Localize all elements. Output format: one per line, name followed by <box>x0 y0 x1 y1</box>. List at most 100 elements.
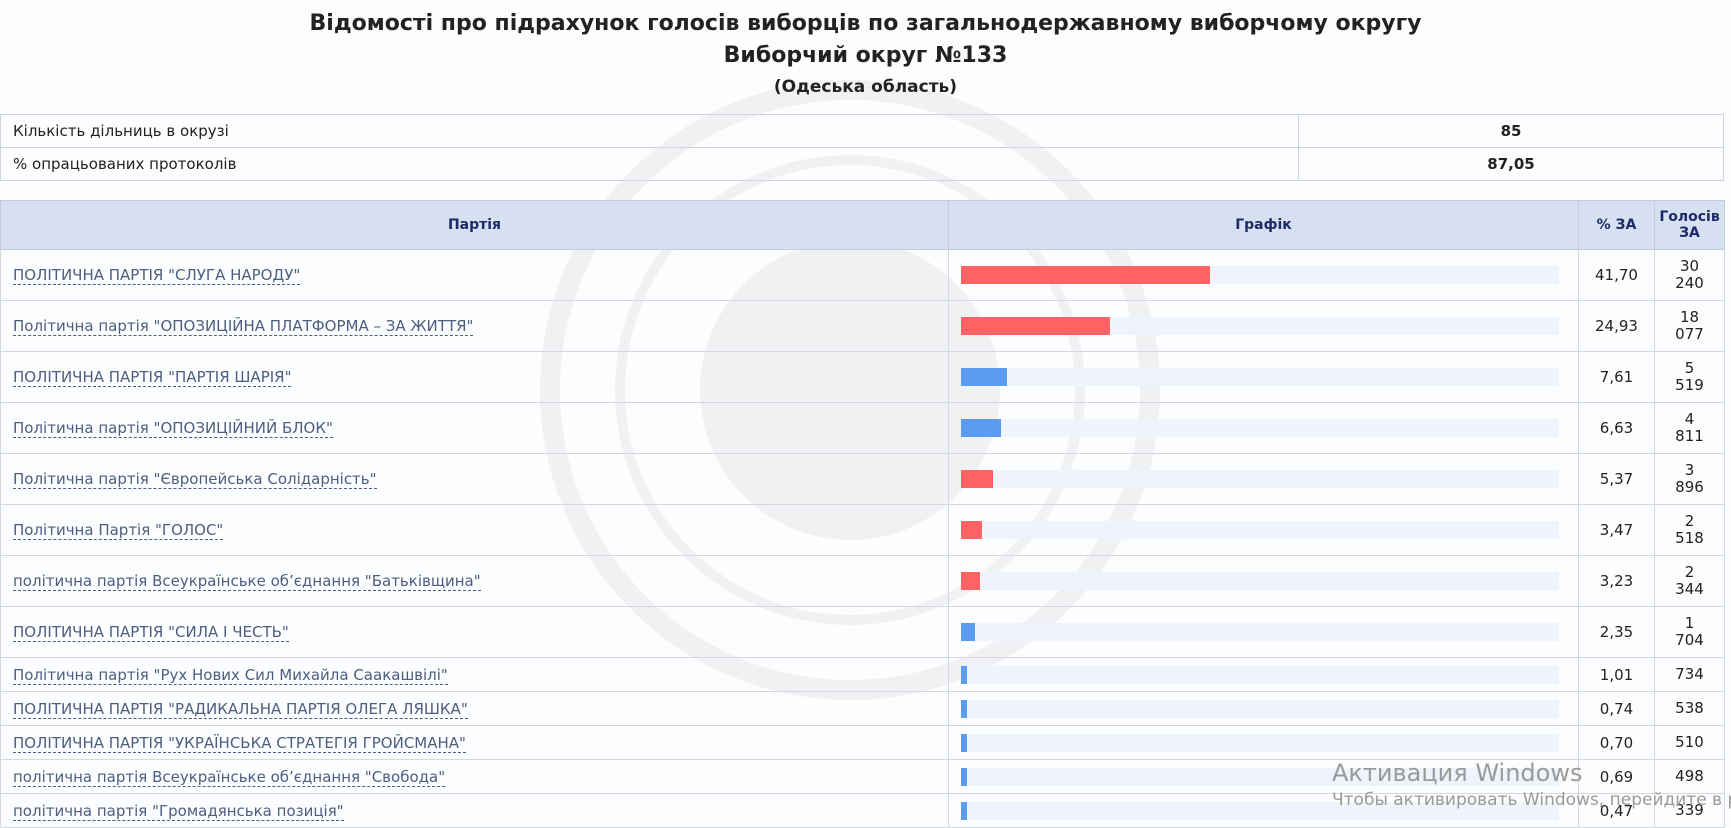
votes-cell: 3 896 <box>1654 453 1725 505</box>
table-row: Політична партія "Рух Нових Сил Михайла … <box>0 657 1725 692</box>
party-link[interactable]: політична партія Всеукраїнське об’єднанн… <box>13 767 446 787</box>
votes-part: 3 <box>1684 461 1695 479</box>
party-cell: Політична партія "ОПОЗИЦІЙНА ПЛАТФОРМА –… <box>0 300 949 352</box>
votes-cell: 5 519 <box>1654 351 1725 403</box>
party-cell: Політична партія "Рух Нових Сил Михайла … <box>0 657 949 692</box>
bar-track <box>961 733 1559 752</box>
votes-cell: 1 704 <box>1654 606 1725 658</box>
votes-part: 518 <box>1675 529 1704 547</box>
percent-cell: 0,74 <box>1578 691 1655 726</box>
bar-track <box>961 266 1559 284</box>
chart-cell <box>948 300 1579 352</box>
bar-track <box>961 470 1559 488</box>
info-label: % опрацьованих протоколів <box>0 147 1299 181</box>
region-subtitle: (Одеська область) <box>773 77 958 97</box>
votes-part: 1 <box>1684 614 1695 632</box>
percent-cell: 0,70 <box>1578 725 1655 760</box>
chart-cell <box>948 249 1579 301</box>
district-info-table: Кількість дільниць в окрузі 85 % опрацьо… <box>0 114 1724 181</box>
header-party: Партія <box>0 200 949 250</box>
bar-fill <box>961 665 968 684</box>
votes-part: 339 <box>1675 801 1704 819</box>
percent-cell: 5,37 <box>1578 453 1655 505</box>
votes-cell: 30 240 <box>1654 249 1725 301</box>
table-row: ПОЛІТИЧНА ПАРТІЯ "СИЛА І ЧЕСТЬ" 2,35 1 704 <box>0 606 1725 658</box>
percent-cell: 7,61 <box>1578 351 1655 403</box>
results-table: Партія Графік % ЗА Голосів ЗА ПОЛІТИЧНА П… <box>0 200 1725 828</box>
table-row: політична партія Всеукраїнське об’єднанн… <box>0 759 1725 794</box>
party-cell: Політична партія "ОПОЗИЦІЙНИЙ БЛОК" <box>0 402 949 454</box>
percent-cell: 41,70 <box>1578 249 1655 301</box>
bar-fill <box>961 699 967 718</box>
results-header-row: Партія Графік % ЗА Голосів ЗА <box>0 200 1725 250</box>
votes-part: 510 <box>1675 733 1704 751</box>
bar-track <box>961 699 1559 718</box>
votes-part: 538 <box>1675 699 1704 717</box>
votes-cell: 498 <box>1654 759 1725 794</box>
bar-track <box>961 317 1559 335</box>
party-link[interactable]: Політична партія "Рух Нових Сил Михайла … <box>13 665 448 685</box>
party-link[interactable]: Політична партія "Європейська Солідарніс… <box>13 470 377 489</box>
table-row: ПОЛІТИЧНА ПАРТІЯ "СЛУГА НАРОДУ" 41,70 30 24… <box>0 249 1725 301</box>
bar-fill <box>961 317 1111 335</box>
bar-fill <box>961 733 967 752</box>
info-row-protocols: % опрацьованих протоколів 87,05 <box>0 147 1724 181</box>
chart-cell <box>948 606 1579 658</box>
chart-cell <box>948 504 1579 556</box>
party-cell: ПОЛІТИЧНА ПАРТІЯ "РАДИКАЛЬНА ПАРТІЯ ОЛЕГ… <box>0 691 949 726</box>
votes-cell: 510 <box>1654 725 1725 760</box>
info-value: 85 <box>1298 114 1724 148</box>
info-label: Кількість дільниць в окрузі <box>0 114 1299 148</box>
bar-track <box>961 521 1559 539</box>
table-row: Політична партія "ОПОЗИЦІЙНИЙ БЛОК" 6,63 4… <box>0 402 1725 454</box>
party-link[interactable]: Політична партія "ОПОЗИЦІЙНА ПЛАТФОРМА –… <box>13 317 474 336</box>
header-chart: Графік <box>948 200 1579 250</box>
party-link[interactable]: ПОЛІТИЧНА ПАРТІЯ "РАДИКАЛЬНА ПАРТІЯ ОЛЕГ… <box>13 699 468 719</box>
bar-fill <box>961 521 982 539</box>
party-cell: Політична Партія "ГОЛОС" <box>0 504 949 556</box>
votes-part: 4 <box>1684 410 1695 428</box>
party-link[interactable]: ПОЛІТИЧНА ПАРТІЯ "СИЛА І ЧЕСТЬ" <box>13 623 289 642</box>
page-header: Відомості про підрахунок голосів виборці… <box>0 0 1731 102</box>
party-link[interactable]: політична партія Всеукраїнське об’єднанн… <box>13 572 481 591</box>
page-title: Відомості про підрахунок голосів виборці… <box>309 11 1422 36</box>
party-link[interactable]: ПОЛІТИЧНА ПАРТІЯ "ПАРТІЯ ШАРІЯ" <box>13 368 292 387</box>
chart-cell <box>948 793 1579 828</box>
votes-cell: 2 518 <box>1654 504 1725 556</box>
party-link[interactable]: політична партія "Громадянська позиція" <box>13 801 344 821</box>
party-cell: політична партія Всеукраїнське об’єднанн… <box>0 759 949 794</box>
votes-part: 811 <box>1675 427 1704 445</box>
bar-fill <box>961 419 1001 437</box>
votes-part: 240 <box>1675 274 1704 292</box>
chart-cell <box>948 555 1579 607</box>
header-percent: % ЗА <box>1578 200 1655 250</box>
table-row: політична партія "Громадянська позиція" 0… <box>0 793 1725 828</box>
party-link[interactable]: ПОЛІТИЧНА ПАРТІЯ "СЛУГА НАРОДУ" <box>13 266 301 285</box>
bar-track <box>961 572 1559 590</box>
votes-part: 18 <box>1679 308 1700 326</box>
bar-fill <box>961 266 1211 284</box>
votes-cell: 538 <box>1654 691 1725 726</box>
votes-part: 2 <box>1684 563 1695 581</box>
bar-fill <box>961 623 976 641</box>
party-cell: ПОЛІТИЧНА ПАРТІЯ "ПАРТІЯ ШАРІЯ" <box>0 351 949 403</box>
percent-cell: 6,63 <box>1578 402 1655 454</box>
table-row: політична партія Всеукраїнське об’єднанн… <box>0 555 1725 607</box>
votes-part: 30 <box>1679 257 1700 275</box>
info-value: 87,05 <box>1298 147 1724 181</box>
party-cell: Політична партія "Європейська Солідарніс… <box>0 453 949 505</box>
votes-part: 077 <box>1675 325 1704 343</box>
bar-fill <box>961 470 994 488</box>
percent-cell: 3,47 <box>1578 504 1655 556</box>
table-row: Політична партія "Європейська Солідарніс… <box>0 453 1725 505</box>
bar-fill <box>961 368 1007 386</box>
party-link[interactable]: ПОЛІТИЧНА ПАРТІЯ "УКРАЇНСЬКА СТРАТЕГІЯ Г… <box>13 733 466 753</box>
party-cell: ПОЛІТИЧНА ПАРТІЯ "УКРАЇНСЬКА СТРАТЕГІЯ Г… <box>0 725 949 760</box>
votes-part: 5 <box>1684 359 1695 377</box>
chart-cell <box>948 402 1579 454</box>
info-row-precincts: Кількість дільниць в окрузі 85 <box>0 114 1724 148</box>
percent-cell: 3,23 <box>1578 555 1655 607</box>
votes-part: 734 <box>1675 665 1704 683</box>
party-link[interactable]: Політична партія "ОПОЗИЦІЙНИЙ БЛОК" <box>13 419 333 438</box>
party-link[interactable]: Політична Партія "ГОЛОС" <box>13 521 224 540</box>
